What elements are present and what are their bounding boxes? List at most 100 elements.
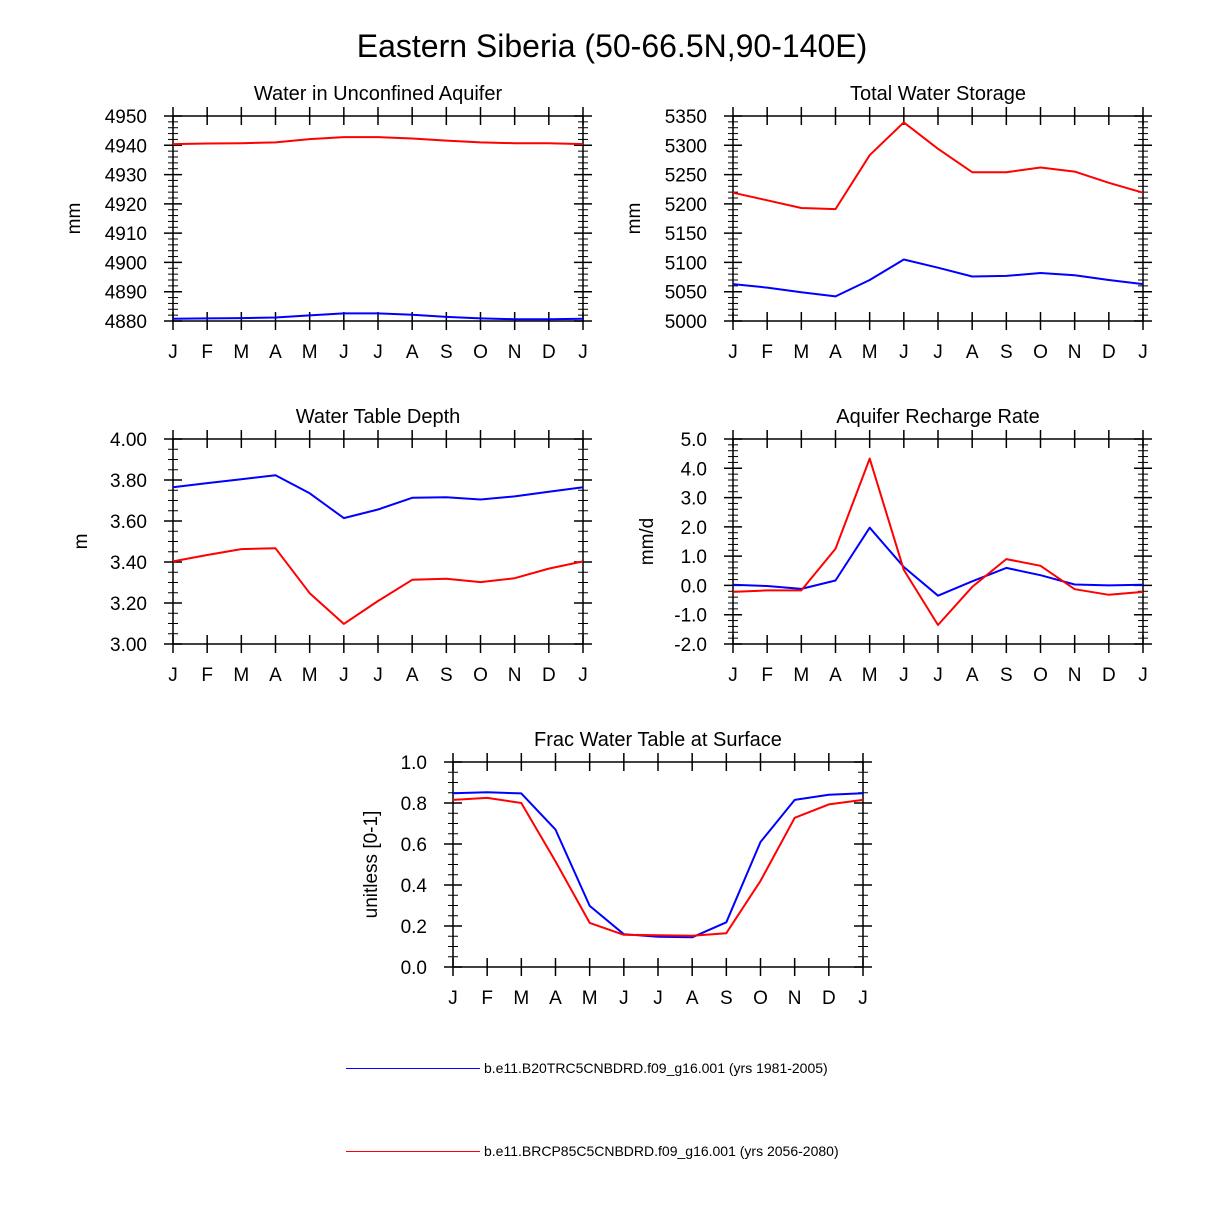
x-tick-label: O [473,665,488,686]
x-tick-label: J [933,665,943,686]
x-tick-label: O [1033,665,1048,686]
y-tick-label: 5250 [665,166,707,187]
x-tick-label: A [269,342,282,363]
x-tick-label: O [1033,342,1048,363]
y-tick-label: 5050 [665,283,707,304]
plot-frame [732,438,1144,645]
x-tick-label: J [653,988,663,1009]
x-tick-label: F [481,988,493,1009]
x-tick-label: J [373,665,383,686]
y-tick-label: 5100 [665,253,707,274]
x-tick-label: M [233,342,249,363]
series-line-2 [172,547,584,625]
series-line-2 [452,796,864,937]
y-tick-label: 4910 [105,224,147,245]
y-tick-label: 4900 [105,253,147,274]
x-tick-label: F [201,342,213,363]
x-tick-label: M [862,342,878,363]
x-tick-label: N [1068,342,1082,363]
series-line-1 [732,258,1144,298]
x-tick-label: J [899,342,909,363]
x-tick-label: N [508,342,522,363]
series-line-1 [732,526,1144,597]
y-tick-label: 5150 [665,224,707,245]
y-tick-label: 3.60 [110,512,147,533]
y-axis-label: unitless [0-1] [361,811,382,919]
y-tick-label: 1.0 [401,753,427,774]
y-tick-label: 4.00 [110,430,147,451]
x-tick-label: S [440,665,453,686]
y-tick-label: 0.0 [681,576,707,597]
x-tick-label: J [1138,665,1148,686]
legend-line-series1 [346,1068,480,1069]
x-tick-label: J [578,665,588,686]
y-tick-label: 4930 [105,166,147,187]
y-tick-label: 0.0 [401,958,427,979]
x-tick-label: D [1102,665,1116,686]
plot-frame [172,115,584,322]
series-line-2 [732,121,1144,211]
y-axis-label: m [71,534,92,550]
x-tick-label: A [829,342,842,363]
x-tick-label: J [619,988,629,1009]
y-tick-label: 4940 [105,136,147,157]
series-line-2 [732,457,1144,626]
y-tick-label: 5000 [665,312,707,333]
x-tick-label: D [542,342,556,363]
series-line-2 [172,136,584,146]
y-tick-label: 0.4 [401,876,428,897]
y-tick-label: 5300 [665,136,707,157]
y-tick-label: 0.8 [401,794,427,815]
plot-frame [172,438,584,645]
x-tick-label: O [753,988,768,1009]
x-tick-label: F [761,342,773,363]
x-tick-label: D [1102,342,1116,363]
y-tick-label: 0.6 [401,835,427,856]
x-tick-label: A [406,342,419,363]
y-tick-label: 4880 [105,312,147,333]
chart-title: Water Table Depth [296,406,461,428]
x-tick-label: M [862,665,878,686]
x-tick-label: J [168,342,178,363]
series-line-1 [452,791,864,939]
x-tick-label: D [542,665,556,686]
y-tick-label: 5200 [665,195,707,216]
y-tick-label: 0.2 [401,917,427,938]
x-tick-label: A [966,342,979,363]
x-tick-label: A [549,988,562,1009]
y-tick-label: 5.0 [681,430,707,451]
chart-5: Frac Water Table at Surface unitless [0-1… [361,729,872,1009]
x-tick-label: F [761,665,773,686]
x-tick-label: S [720,988,733,1009]
x-tick-label: D [822,988,836,1009]
x-tick-label: S [1000,665,1013,686]
figure-title: Eastern Siberia (50-66.5N,90-140E) [356,28,868,64]
x-tick-label: A [406,665,419,686]
y-tick-label: 3.0 [681,489,707,510]
x-tick-label: M [302,665,318,686]
y-tick-label: 3.80 [110,471,147,492]
x-tick-label: M [793,342,809,363]
chart-title: Aquifer Recharge Rate [836,406,1039,428]
x-tick-label: M [513,988,529,1009]
x-tick-label: J [1138,342,1148,363]
x-tick-label: J [728,342,738,363]
legend-line-series2 [346,1151,480,1152]
legend-label-series1: b.e11.B20TRC5CNBDRD.f09_g16.001 (yrs 198… [484,1060,828,1076]
x-tick-label: J [578,342,588,363]
x-tick-label: O [473,342,488,363]
y-tick-label: 3.20 [110,594,147,615]
x-tick-label: J [933,342,943,363]
y-tick-label: 1.0 [681,547,707,568]
chart-title: Total Water Storage [850,83,1026,105]
x-tick-label: A [269,665,282,686]
x-tick-label: N [1068,665,1082,686]
legend-label-series2: b.e11.BRCP85C5CNBDRD.f09_g16.001 (yrs 20… [484,1143,839,1159]
x-tick-label: A [686,988,699,1009]
y-tick-label: -2.0 [674,635,707,656]
x-tick-label: J [339,665,349,686]
